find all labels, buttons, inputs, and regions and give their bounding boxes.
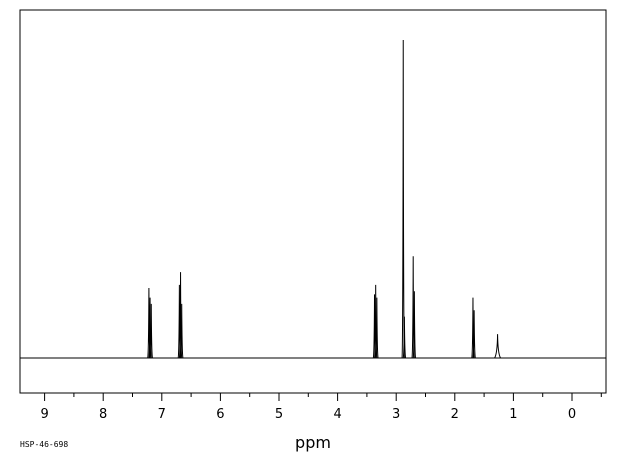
tick-label: 3 — [392, 407, 400, 422]
spectrum-peak — [401, 39, 405, 359]
spectrum-peak — [494, 334, 502, 359]
spectrum-peak — [472, 310, 476, 359]
plot-frame — [19, 9, 607, 394]
tick-label: 4 — [333, 407, 341, 422]
spectrum-peak — [180, 303, 184, 359]
spectrum-peak — [375, 297, 379, 359]
tick-label: 5 — [275, 407, 283, 422]
x-axis-tick-labels: 9 8 7 6 5 4 3 2 1 0 — [40, 407, 576, 422]
tick-label: 0 — [568, 407, 576, 422]
tick-label: 1 — [509, 407, 517, 422]
spectrum-peak — [412, 291, 417, 359]
spectrum-code-label: HSP-46-698 — [20, 440, 68, 449]
spectrum-peaks — [147, 39, 502, 359]
tick-label: 2 — [451, 407, 459, 422]
x-axis-title: ppm — [295, 433, 331, 452]
tick-label: 6 — [216, 407, 224, 422]
x-axis-ticks — [44, 393, 602, 401]
tick-label: 9 — [40, 407, 48, 422]
tick-label: 8 — [99, 407, 107, 422]
spectrum-peak — [149, 303, 153, 359]
tick-label: 7 — [158, 407, 166, 422]
spectrum-peak — [402, 316, 407, 359]
